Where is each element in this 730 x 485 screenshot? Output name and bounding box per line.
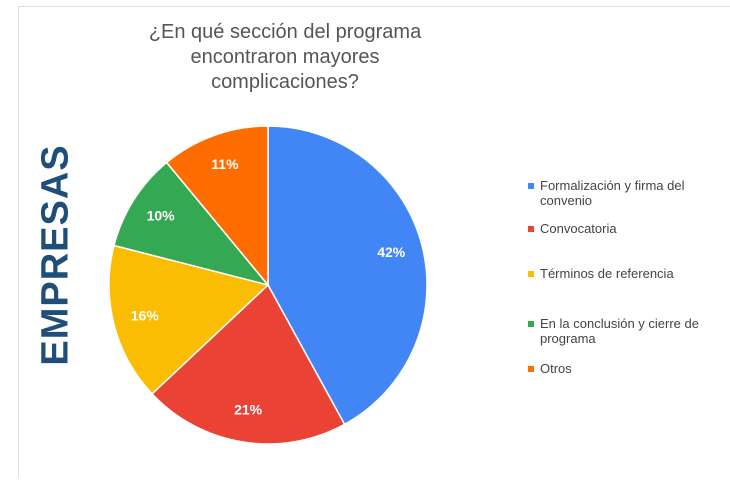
pie-slice	[113, 161, 271, 287]
legend-swatch	[528, 183, 534, 189]
legend-label: Términos de referencia	[540, 266, 674, 281]
legend-label: En la conclusión y cierre de programa	[540, 316, 699, 346]
legend-swatch	[528, 271, 534, 277]
pie-slice	[267, 125, 428, 426]
legend-item: En la conclusión y cierre de programa	[528, 316, 728, 346]
legend-swatch	[528, 366, 534, 372]
legend-item: Otros	[528, 361, 728, 376]
chart-title: ¿En qué sección del programa encontraron…	[148, 21, 422, 93]
legend-label: Convocatoria	[540, 221, 617, 236]
data-label: 11%	[211, 156, 239, 172]
data-label: 42%	[377, 244, 406, 260]
pie-slice	[165, 125, 269, 288]
legend-item: Convocatoria	[528, 221, 728, 236]
legend-item: Términos de referencia	[528, 266, 728, 281]
legend-label: Formalización y firma del convenio	[540, 178, 685, 208]
pie-slice	[151, 283, 346, 445]
legend-item: Formalización y firma del convenio	[528, 178, 728, 208]
pie-slice	[108, 244, 270, 395]
data-label: 21%	[234, 401, 263, 417]
data-label: 10%	[147, 208, 176, 224]
legend-swatch	[528, 226, 534, 232]
data-label: 16%	[131, 307, 160, 323]
legend-swatch	[528, 321, 534, 327]
frame	[18, 6, 730, 477]
legend-label: Otros	[540, 361, 572, 376]
